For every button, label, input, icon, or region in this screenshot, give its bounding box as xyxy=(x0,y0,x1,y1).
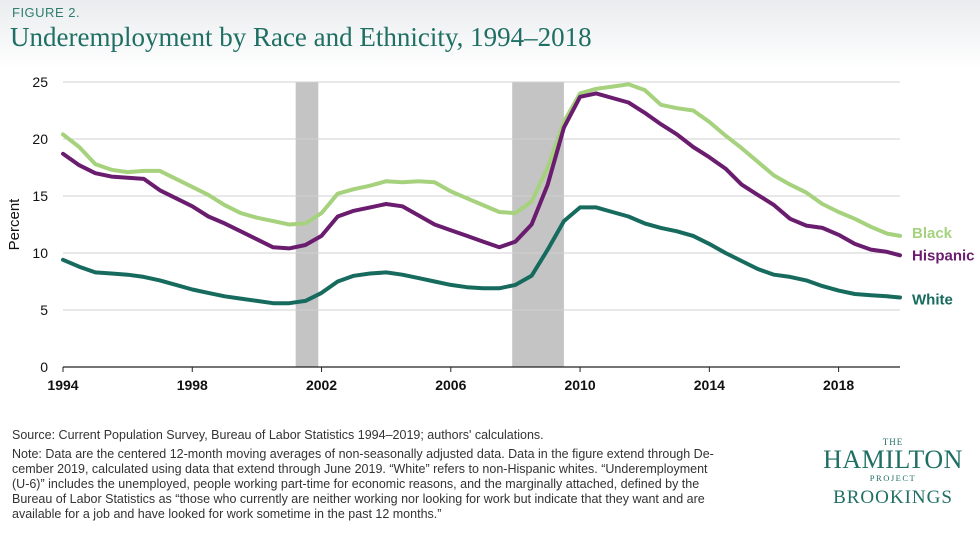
logo-the: THE xyxy=(882,437,904,447)
series-label-white: White xyxy=(912,291,953,308)
note-line: available for a job and have looked for … xyxy=(12,507,442,521)
y-axis-title: Percent xyxy=(6,198,23,251)
series-line-black xyxy=(61,82,902,238)
figure-label: FIGURE 2. xyxy=(12,5,81,20)
note-text: Note: Data are the centered 12-month mov… xyxy=(12,447,794,522)
y-tick-label: 0 xyxy=(40,359,48,375)
hamilton-brookings-logo: THE HAMILTON PROJECT BROOKINGS xyxy=(818,437,968,509)
x-tick-label: 2018 xyxy=(823,377,854,393)
note-line: cember 2019, calculated using data that … xyxy=(12,462,708,476)
y-tick-label: 15 xyxy=(32,188,48,204)
x-tick-label: 2014 xyxy=(694,377,725,393)
logo-brookings: BROOKINGS xyxy=(833,487,953,508)
y-tick-label: 10 xyxy=(32,245,48,261)
series-label-hispanic: Hispanic xyxy=(912,247,975,264)
line-chart: 0 5 10 15 20 25 1994 1998 2002 2006 2010 2014 2018 Pe… xyxy=(6,74,975,393)
source-text: Source: Current Population Survey, Burea… xyxy=(12,428,544,442)
x-tick-label: 2006 xyxy=(435,377,466,393)
x-tick-label: 1994 xyxy=(47,377,78,393)
note-line: Note: Data are the centered 12-month mov… xyxy=(12,447,714,461)
logo-hamilton: HAMILTON xyxy=(823,445,963,474)
chart-title: Underemployment by Race and Ethnicity, 1… xyxy=(10,22,592,52)
logo-project: PROJECT xyxy=(869,473,917,483)
note-line: Bureau of Labor Statistics as “those who… xyxy=(12,492,705,506)
recession-band xyxy=(512,82,564,367)
note-line: (U-6)” includes the unemployed, people w… xyxy=(12,477,700,491)
series-line-hispanic xyxy=(61,91,902,258)
x-tick-label: 2010 xyxy=(564,377,595,393)
x-tick-label: 2002 xyxy=(306,377,337,393)
y-tick-label: 25 xyxy=(32,74,48,90)
header-band xyxy=(0,0,980,70)
x-tick-label: 1998 xyxy=(177,377,208,393)
y-tick-label: 5 xyxy=(40,302,48,318)
series-label-black: Black xyxy=(912,225,953,242)
y-tick-label: 20 xyxy=(32,131,48,147)
series-line-white xyxy=(61,205,902,306)
